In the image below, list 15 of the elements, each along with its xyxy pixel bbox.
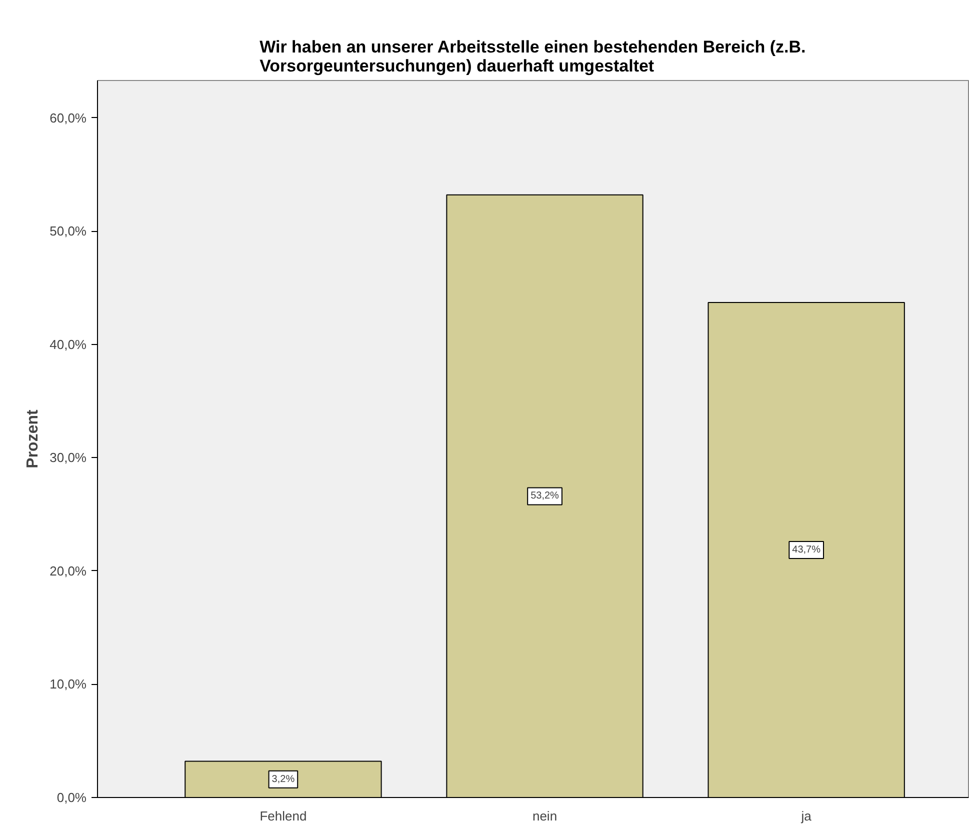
y-tick-label: 20,0% xyxy=(50,563,87,578)
data-label: 3,2% xyxy=(272,774,295,785)
y-tick-label: 50,0% xyxy=(50,224,87,239)
data-label: 43,7% xyxy=(792,544,821,556)
data-label: 53,2% xyxy=(530,490,560,502)
y-tick-label: 40,0% xyxy=(50,336,87,352)
y-tick-label: 0,0% xyxy=(56,790,87,805)
x-tick-label: Fehlend xyxy=(260,808,307,824)
chart-title: Wir haben an unserer Arbeitsstelle einen bestehenden Bereich (z.B. Vorsorgeuntersuchungen) dauerhaft umgestaltet xyxy=(260,38,806,76)
x-tick-label: nein xyxy=(532,808,558,824)
y-axis-title: Prozent xyxy=(24,408,42,468)
x-tick-label: ja xyxy=(800,808,812,824)
y-tick-label: 10,0% xyxy=(50,676,87,692)
y-tick-label: 60,0% xyxy=(50,110,87,126)
y-tick-label: 30,0% xyxy=(50,450,87,466)
